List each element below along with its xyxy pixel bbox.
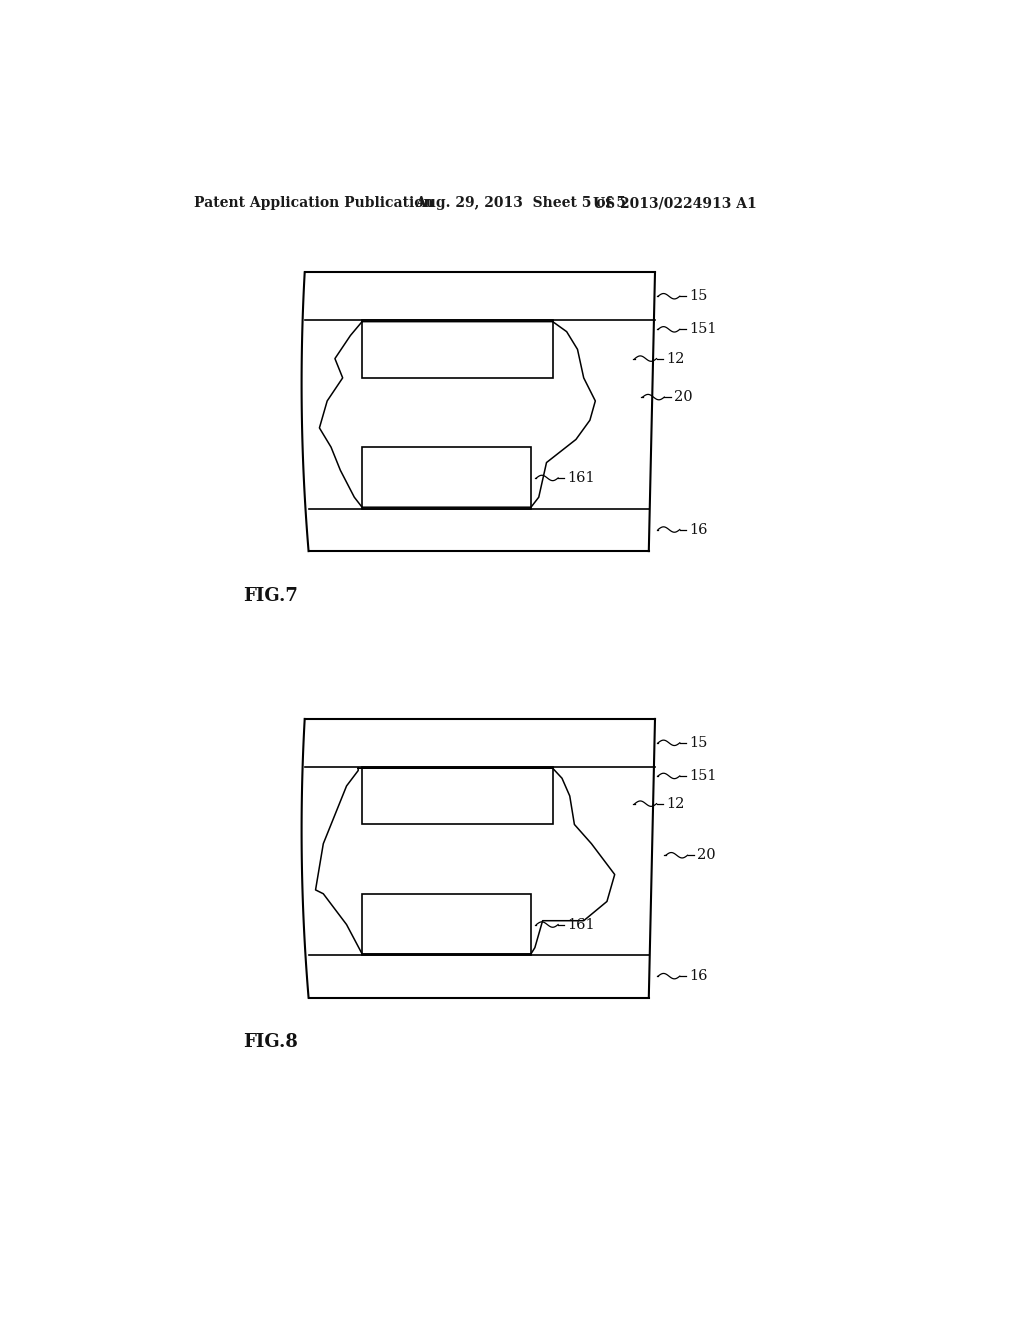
Text: 16: 16 (689, 969, 708, 983)
Text: 161: 161 (567, 471, 595, 484)
Text: 16: 16 (689, 523, 708, 536)
Text: US 2013/0224913 A1: US 2013/0224913 A1 (593, 197, 757, 210)
Text: 20: 20 (697, 849, 716, 862)
Text: Patent Application Publication: Patent Application Publication (194, 197, 433, 210)
Bar (362, 894, 531, 956)
Text: 12: 12 (666, 797, 684, 810)
Text: 20: 20 (674, 391, 692, 404)
Text: 15: 15 (689, 289, 708, 304)
Text: 151: 151 (689, 322, 717, 337)
Text: FIG.8: FIG.8 (243, 1034, 298, 1051)
Text: FIG.7: FIG.7 (243, 587, 298, 605)
Text: 12: 12 (666, 351, 684, 366)
Text: 151: 151 (689, 770, 717, 783)
Bar (362, 767, 553, 825)
Text: 161: 161 (567, 917, 595, 932)
Bar (362, 321, 553, 378)
Bar (362, 447, 531, 508)
Text: Aug. 29, 2013  Sheet 5 of 5: Aug. 29, 2013 Sheet 5 of 5 (415, 197, 626, 210)
Text: 15: 15 (689, 735, 708, 750)
